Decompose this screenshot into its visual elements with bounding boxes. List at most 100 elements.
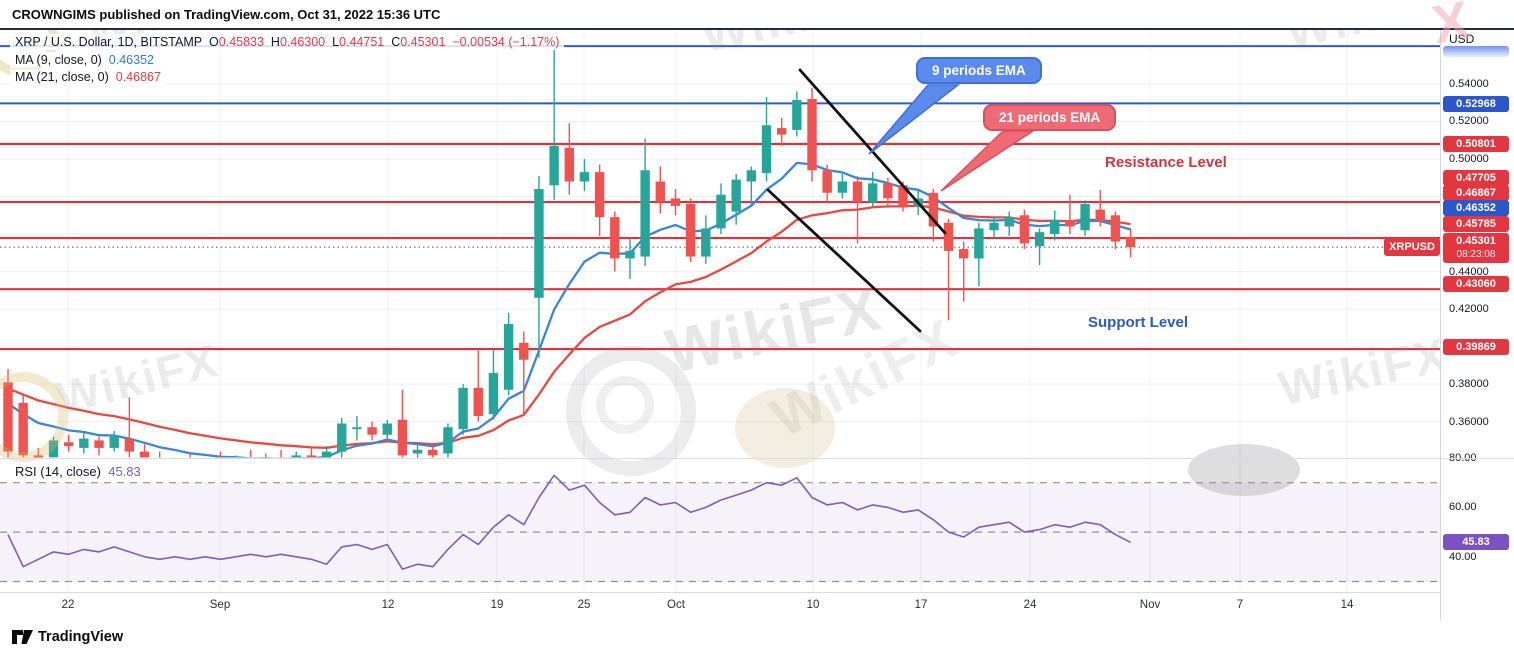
price-tick: 0.42000 [1449, 303, 1489, 316]
candle [185, 461, 194, 467]
price-badge: 45.83 [1443, 534, 1509, 550]
rsi-label: RSI (14, close) [15, 464, 101, 479]
time-tick: Oct [667, 599, 685, 611]
low-value: 0.44751 [339, 35, 385, 49]
candle [458, 387, 468, 430]
time-tick: Nov [1139, 599, 1161, 611]
candle [776, 128, 787, 135]
candle [503, 324, 514, 390]
ma21-label: MA (21, close, 0) [15, 70, 109, 84]
support-label[interactable]: Support Level [1088, 314, 1189, 331]
rsi-plot [0, 474, 1440, 583]
candle [488, 372, 499, 415]
change-value: −0.00534 (−1.17%) [452, 35, 560, 49]
rsi-legend[interactable]: RSI (14, close) 45.83 [10, 463, 146, 480]
candle [382, 423, 392, 435]
candle [48, 440, 59, 458]
candle [231, 459, 240, 465]
price-badge: 0.39869 [1443, 339, 1509, 355]
candle [428, 449, 438, 456]
candle [928, 192, 939, 227]
resistance-label[interactable]: Resistance Level [1105, 154, 1227, 171]
high-label: H [270, 35, 280, 49]
close-label: C [391, 35, 401, 49]
open-value: 0.45833 [218, 35, 264, 49]
time-tick: 24 [1023, 599, 1037, 611]
price-tick: 0.36000 [1449, 415, 1489, 428]
candle [3, 382, 13, 452]
candle [761, 125, 772, 174]
ema21-callout[interactable]: 21 periods EMA [983, 104, 1117, 131]
candle [367, 427, 377, 435]
candle [1050, 219, 1060, 235]
time-tick: 10 [806, 599, 820, 611]
candle [746, 170, 757, 182]
candle [276, 457, 286, 458]
candle [124, 438, 135, 452]
high-value: 0.46300 [279, 35, 326, 49]
tradingview-logo-icon [12, 630, 33, 644]
candle [291, 455, 301, 458]
price-badge: 0.46867 [1443, 185, 1509, 201]
candle [640, 170, 650, 257]
price-tick: 0.44000 [1449, 265, 1489, 278]
pane-separator[interactable] [0, 458, 1514, 459]
time-tick: 7 [1236, 599, 1244, 611]
candle [321, 451, 332, 458]
candle [1080, 204, 1090, 231]
candle [701, 228, 711, 257]
candle [549, 145, 559, 186]
open-label: O [209, 35, 219, 49]
candle [1095, 209, 1105, 221]
publisher-text: CROWNGIMS published on TradingView.com, … [12, 7, 441, 22]
candle [306, 455, 317, 458]
tradingview-logo[interactable]: TradingView [12, 628, 123, 645]
low-label: L [332, 35, 340, 49]
time-axis[interactable]: 22 Sep 12 19 25 Oct 10 17 24 Nov 7 14 [0, 592, 1440, 621]
candle [685, 204, 696, 257]
candle [625, 250, 635, 259]
candle [807, 98, 817, 171]
candlestick-series [3, 44, 1136, 467]
candle [898, 185, 908, 206]
rsi-value: 45.83 [108, 464, 141, 479]
ma9-legend[interactable]: MA (9, close, 0) 0.46352 [10, 52, 159, 68]
candle [852, 181, 863, 203]
ema9-callout[interactable]: 9 periods EMA [916, 57, 1042, 84]
descending-trendline[interactable] [766, 188, 922, 333]
candle [170, 461, 179, 465]
ma9-value: 0.46352 [108, 53, 154, 67]
tradingview-logo-text: TradingView [38, 628, 124, 645]
support-resistance-lines[interactable] [0, 45, 1440, 351]
candle [564, 147, 574, 182]
candle [534, 189, 544, 298]
countdown: 08:23:08 [1456, 249, 1496, 260]
candle [1019, 215, 1030, 244]
candle [610, 217, 620, 259]
candle [246, 459, 255, 463]
grid-lines [0, 29, 1440, 592]
ma9-label: MA (9, close, 0) [15, 53, 102, 67]
price-badge: 0.43060 [1443, 276, 1509, 292]
symbol-legend[interactable]: XRP / U.S. Dollar, 1D, BITSTAMP O0.45833… [10, 34, 565, 50]
candle [822, 170, 832, 193]
candle [519, 342, 529, 360]
price-badge: 0.46352 [1443, 200, 1509, 216]
close-value: 0.45301 [400, 35, 446, 49]
price-axis[interactable]: USD 0.54000 0.52000 0.50000 0.44000 0.42000 0… [1440, 28, 1514, 620]
price-tick: 0.54000 [1449, 77, 1489, 90]
time-tick: 19 [490, 599, 504, 611]
candle [18, 402, 28, 456]
candle [1125, 237, 1136, 248]
chart-canvas[interactable] [0, 0, 1440, 592]
candle [1110, 215, 1121, 242]
candle [867, 183, 878, 203]
ema9-line [7, 161, 1131, 458]
time-tick: 25 [577, 599, 591, 611]
ma21-legend[interactable]: MA (21, close, 0) 0.46867 [10, 69, 166, 85]
candle [155, 459, 164, 465]
candle [883, 183, 893, 199]
price-tick: 0.38000 [1449, 378, 1489, 391]
candle [989, 222, 999, 231]
candle [1004, 217, 1014, 227]
